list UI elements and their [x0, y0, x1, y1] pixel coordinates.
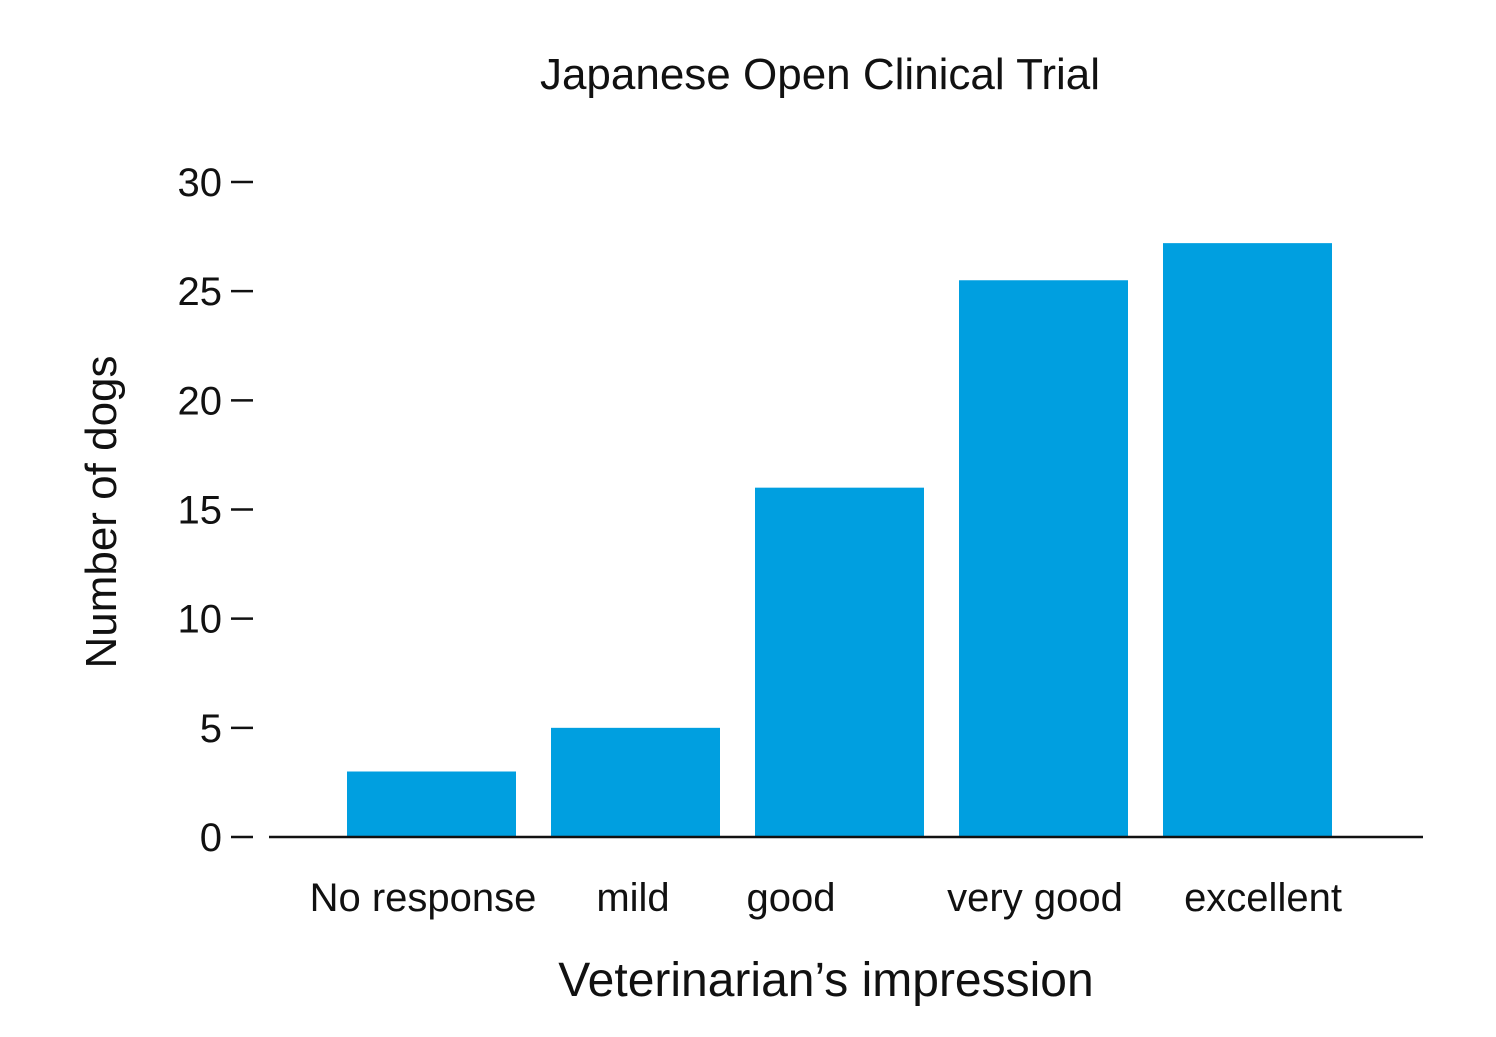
- bars: [347, 243, 1332, 838]
- x-tick-label: good: [747, 876, 836, 920]
- y-axis-label: Number of dogs: [77, 355, 126, 668]
- y-tick-label: 10: [178, 598, 223, 642]
- bar-mild: [551, 727, 720, 837]
- y-tick: 15: [178, 489, 253, 533]
- y-tick-label: 25: [178, 270, 223, 314]
- y-tick-label: 20: [178, 379, 223, 423]
- x-axis-label: Veterinarian’s impression: [558, 954, 1093, 1007]
- bar-very-good: [959, 280, 1128, 837]
- x-tick-label: mild: [596, 876, 669, 920]
- chart-title: Japanese Open Clinical Trial: [540, 50, 1100, 99]
- bar-no-response: [347, 771, 516, 837]
- x-tick-label: No response: [310, 876, 537, 920]
- y-tick: 20: [178, 379, 253, 423]
- y-tick: 30: [178, 161, 253, 205]
- y-tick-label: 0: [200, 816, 222, 860]
- y-tick-label: 5: [200, 707, 222, 751]
- y-tick-label: 30: [178, 161, 223, 205]
- x-tick-label: excellent: [1184, 876, 1342, 920]
- y-axis-ticks: 0 5 10 15 20 25 30: [178, 161, 253, 860]
- bar-good: [755, 487, 924, 837]
- y-tick-label: 15: [178, 489, 223, 533]
- y-tick: 0: [200, 816, 253, 860]
- y-tick: 5: [200, 707, 253, 751]
- y-tick: 25: [178, 270, 253, 314]
- y-tick: 10: [178, 598, 253, 642]
- x-tick-label: very good: [947, 876, 1123, 920]
- bar-excellent: [1163, 243, 1332, 838]
- x-axis-tick-labels: No response mild good very good excellent: [310, 876, 1342, 920]
